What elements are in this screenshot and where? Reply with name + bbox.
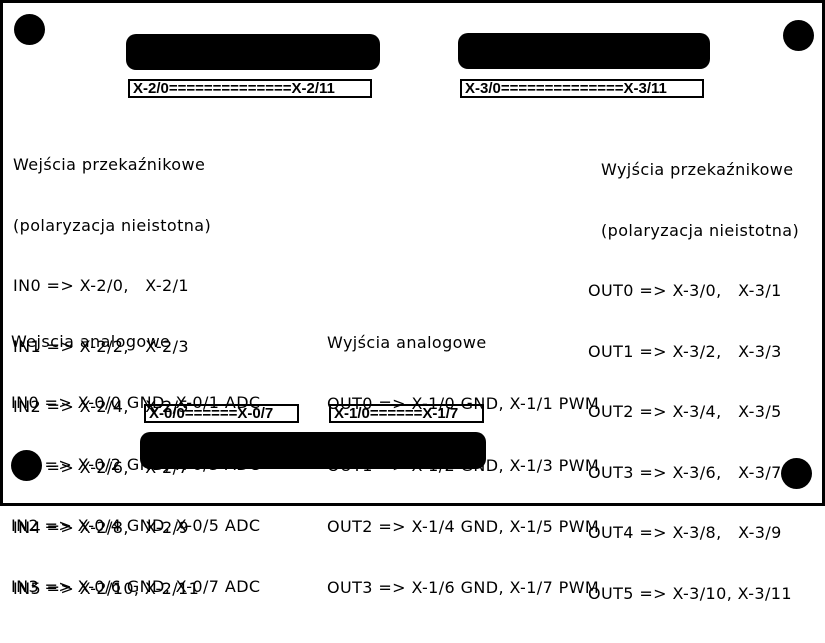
connector-x2 [126, 34, 380, 70]
relay-input-line: IN0 => X-2/0, X-2/1 [13, 276, 189, 295]
connector-x0-x1 [140, 432, 486, 469]
relay-input-line: IN3 => X-2/6, X-2/7 [13, 457, 189, 477]
relay-outputs-title: Wyjścia przekaźnikowe [601, 160, 794, 179]
pcb-board: X-2/0==============X-2/11 X-3/0=========… [0, 0, 825, 603]
analog-outputs-block: Wyjścia analogowe OUT0 => X-1/0 GND, X-1… [327, 293, 599, 637]
relay-inputs-title: Wejścia przekaźnikowe [13, 155, 206, 174]
relay-output-line: OUT1 => X-3/2, X-3/3 [588, 341, 782, 361]
relay-output-line: OUT2 => X-3/4, X-3/5 [588, 402, 782, 421]
analog-output-line: OUT1 => X-1/2 GND, X-1/3 PWM [327, 455, 600, 475]
analog-output-line: OUT2 => X-1/4 GND, X-1/5 PWM [327, 516, 600, 536]
connector-x3 [458, 33, 710, 69]
mounting-hole-top-right [783, 20, 814, 51]
relay-outputs-subtitle: (polaryzacja nieistotna) [601, 220, 800, 240]
mounting-hole-bottom-right [781, 458, 812, 489]
relay-input-line: IN1 => X-2/2, X-2/3 [13, 336, 189, 356]
analog-inputs-block: Wejscia analogowe IN0 => X-0/0 GND, X-0/… [11, 292, 261, 636]
analog-outputs-title: Wyjścia analogowe [327, 333, 487, 352]
relay-inputs-subtitle: (polaryzacja nieistotna) [13, 215, 212, 235]
analog-input-line: IN3 => X-0/6 GND, X-0/7 ADC [11, 577, 261, 597]
connector-x1-label: X-1/0======X-1/7 [329, 404, 484, 423]
connector-x3-label: X-3/0==============X-3/11 [460, 79, 704, 98]
mounting-hole-top-left [14, 14, 45, 45]
analog-input-line: IN2 => X-0/4 GND, X-0/5 ADC [11, 515, 261, 535]
connector-x2-label: X-2/0==============X-2/11 [128, 79, 372, 98]
relay-outputs-block: Wyjścia przekaźnikowe (polaryzacja nieis… [588, 121, 799, 643]
analog-input-line: IN0 => X-0/0 GND, X-0/1 ADC [11, 393, 261, 413]
relay-output-line: OUT4 => X-3/8, X-3/9 [588, 523, 782, 542]
relay-output-line: OUT5 => X-3/10, X-3/11 [588, 583, 792, 603]
mounting-hole-bottom-left [11, 450, 42, 481]
connector-x0-label: X-0/0======X-0/7 [144, 404, 299, 423]
analog-inputs-title: Wejscia analogowe [11, 332, 171, 351]
relay-output-line: OUT3 => X-3/6, X-3/7 [588, 462, 782, 482]
analog-output-line: OUT3 => X-1/6 GND, X-1/7 PWM [327, 578, 600, 598]
analog-input-line: IN1 => X-0/2 GND, X-0/3 ADC [11, 454, 261, 474]
relay-input-line: IN2 => X-2/4, X-2/5 [13, 397, 189, 416]
analog-output-line: OUT0 => X-1/0 GND, X-1/1 PWM [327, 394, 600, 414]
relay-output-line: OUT0 => X-3/0, X-3/1 [588, 281, 782, 300]
